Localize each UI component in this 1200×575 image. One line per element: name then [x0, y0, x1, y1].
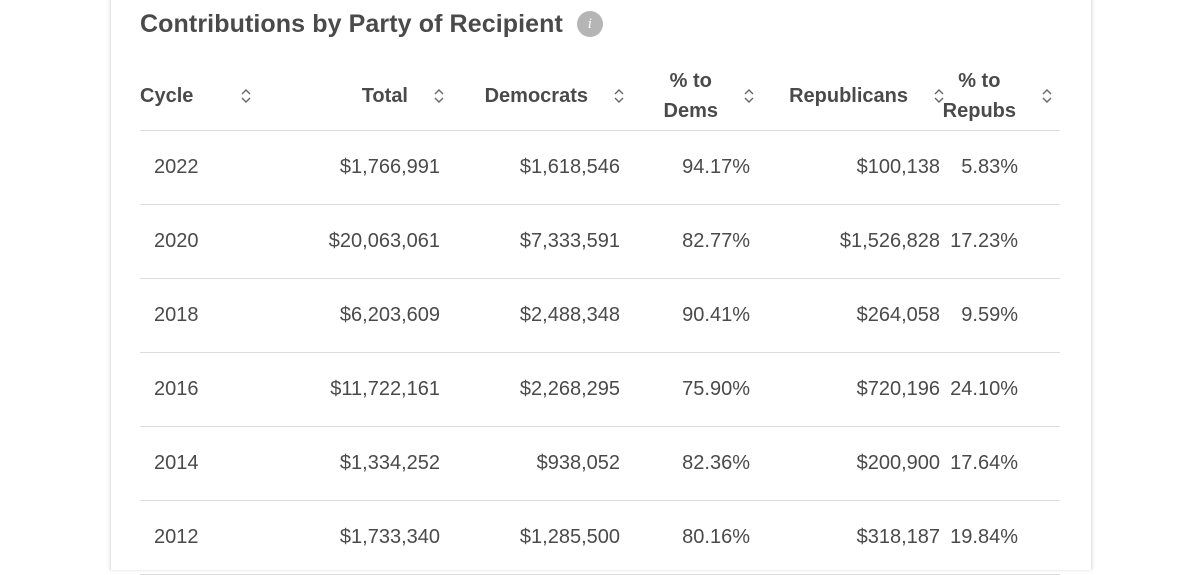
cell-pct-dems: 75.90%	[620, 352, 750, 427]
sort-icon[interactable]	[744, 88, 754, 104]
cell-cycle: 2022	[140, 130, 260, 205]
cell-cycle: 2014	[140, 426, 260, 501]
sort-icon[interactable]	[241, 88, 251, 104]
table-header-row: Cycle Total Democrats	[140, 62, 1060, 131]
cell-pct-dems: 82.36%	[620, 426, 750, 501]
cell-total: $1,334,252	[260, 426, 440, 501]
cell-total: $6,203,609	[260, 278, 440, 353]
column-header-label: Democrats	[484, 85, 588, 107]
table-row: 2022 $1,766,991 $1,618,546 94.17% $100,1…	[140, 130, 1060, 205]
column-header-pct-dems[interactable]: % to Dems	[620, 62, 754, 131]
column-header-pct-repubs[interactable]: % to Repubs	[940, 62, 1060, 131]
column-header-label: Cycle	[140, 85, 194, 107]
cell-cycle: 2016	[140, 352, 260, 427]
sort-icon[interactable]	[434, 88, 444, 104]
column-header-label: Total	[361, 85, 408, 107]
table-row: 2012 $1,733,340 $1,285,500 80.16% $318,1…	[140, 500, 1060, 575]
cell-pct-dems: 80.16%	[620, 500, 750, 575]
cell-total: $1,766,991	[260, 130, 440, 205]
cell-pct-dems: 82.77%	[620, 204, 750, 279]
cell-democrats: $938,052	[440, 426, 620, 501]
cell-pct-repubs: 17.23%	[940, 204, 1060, 279]
contributions-table: Cycle Total Democrats	[140, 62, 1060, 575]
cell-republicans: $1,526,828	[750, 204, 940, 279]
column-header-label-line: % to	[958, 70, 1001, 92]
column-header-democrats[interactable]: Democrats	[440, 62, 624, 131]
section-title: Contributions by Party of Recipient	[140, 9, 563, 38]
column-header-label-line: Dems	[663, 100, 718, 122]
column-header-total[interactable]: Total	[260, 62, 444, 131]
cell-pct-repubs: 5.83%	[940, 130, 1060, 205]
column-header-label-line: Repubs	[942, 100, 1016, 122]
cell-democrats: $2,268,295	[440, 352, 620, 427]
cell-democrats: $1,618,546	[440, 130, 620, 205]
cell-republicans: $264,058	[750, 278, 940, 353]
sort-icon[interactable]	[1042, 88, 1052, 104]
cell-pct-repubs: 19.84%	[940, 500, 1060, 575]
column-header-label-line: % to	[669, 70, 712, 92]
cell-pct-repubs: 24.10%	[940, 352, 1060, 427]
cell-total: $1,733,340	[260, 500, 440, 575]
cell-democrats: $1,285,500	[440, 500, 620, 575]
info-icon[interactable]: i	[576, 11, 603, 37]
column-header-label: Republicans	[789, 85, 908, 107]
cell-republicans: $200,900	[750, 426, 940, 501]
cell-democrats: $7,333,591	[440, 204, 620, 279]
table-row: 2016 $11,722,161 $2,268,295 75.90% $720,…	[140, 352, 1060, 427]
section-header: Contributions by Party of Recipient i	[140, 8, 603, 40]
sort-icon[interactable]	[614, 88, 624, 104]
cell-pct-dems: 90.41%	[620, 278, 750, 353]
table-row: 2020 $20,063,061 $7,333,591 82.77% $1,52…	[140, 204, 1060, 279]
cell-democrats: $2,488,348	[440, 278, 620, 353]
cell-republicans: $100,138	[750, 130, 940, 205]
column-header-label: % to Repubs	[943, 66, 1016, 126]
cell-pct-repubs: 9.59%	[940, 278, 1060, 353]
column-header-label: % to Dems	[664, 66, 718, 126]
cell-cycle: 2020	[140, 204, 260, 279]
cell-pct-dems: 94.17%	[620, 130, 750, 205]
column-header-cycle[interactable]: Cycle	[140, 62, 260, 131]
cell-cycle: 2012	[140, 500, 260, 575]
cell-cycle: 2018	[140, 278, 260, 353]
table-row: 2014 $1,334,252 $938,052 82.36% $200,900…	[140, 426, 1060, 501]
cell-republicans: $318,187	[750, 500, 940, 575]
cell-total: $20,063,061	[260, 204, 440, 279]
sort-icon[interactable]	[934, 88, 944, 104]
cell-total: $11,722,161	[260, 352, 440, 427]
column-header-republicans[interactable]: Republicans	[750, 62, 944, 131]
cell-pct-repubs: 17.64%	[940, 426, 1060, 501]
cell-republicans: $720,196	[750, 352, 940, 427]
table-row: 2018 $6,203,609 $2,488,348 90.41% $264,0…	[140, 278, 1060, 353]
